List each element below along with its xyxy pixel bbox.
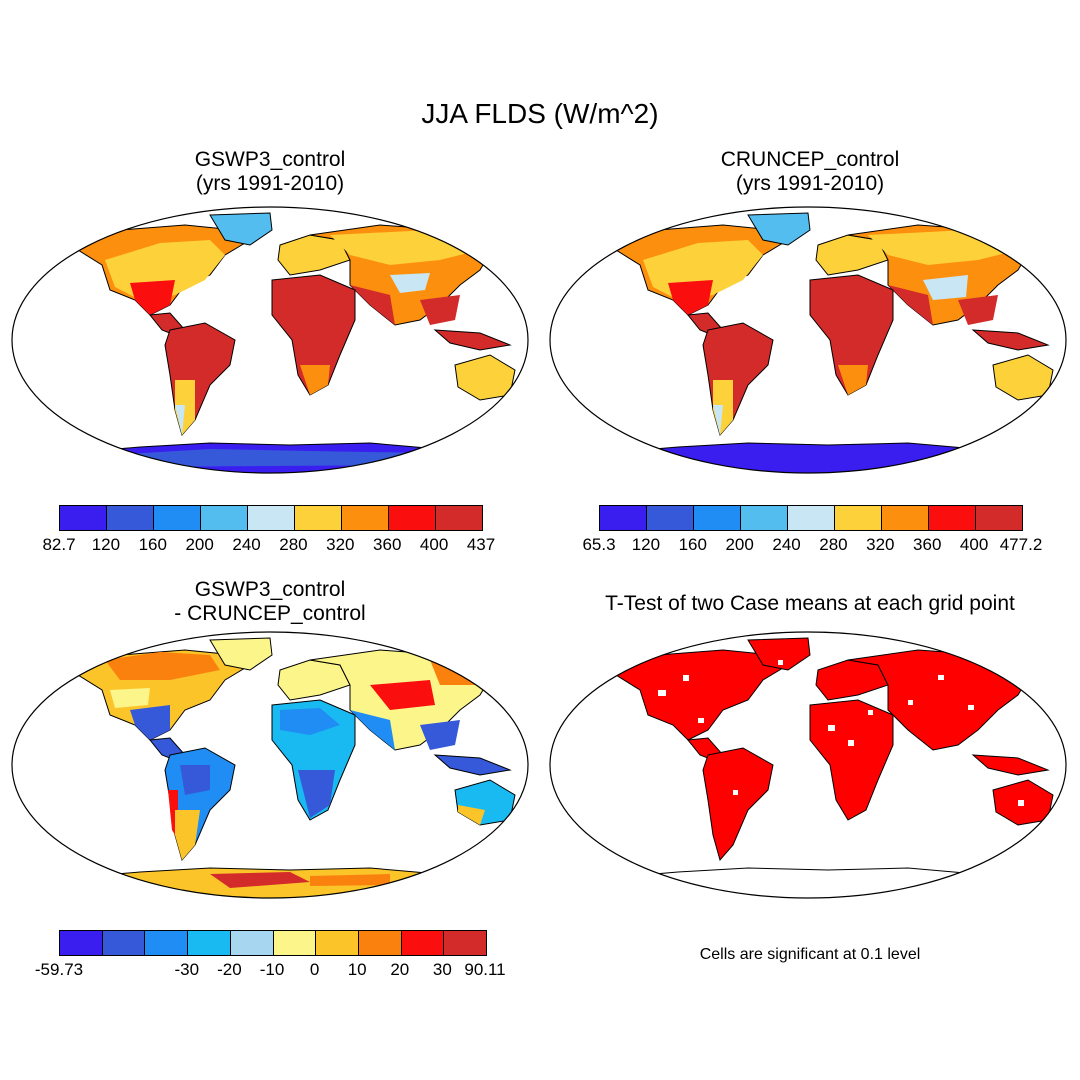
colorbar-swatch [444,931,487,955]
colorbar-tick-label: 160 [678,535,707,554]
colorbar-swatch [273,931,317,955]
figure-title: JJA FLDS (W/m^2) [421,98,659,129]
colorbar-swatch [436,506,482,530]
colorbar-tick-label: 240 [772,535,801,554]
colorbar-tick-label: 200 [185,535,214,554]
colorbar-swatch [694,506,741,530]
colorbar-difference [59,930,487,956]
colorbar-swatch [600,506,647,530]
panel-title-difference-line2: - CRUNCEP_control [174,602,366,625]
colorbar-tick-label: 360 [913,535,942,554]
colorbar-tick-label: -59.73 [34,960,84,979]
colorbar-gswp3 [59,505,483,531]
colorbar-tick-label: 437 [466,535,496,554]
colorbar-tick-label: 400 [419,535,449,554]
colorbar-gswp3-labels: 82.7 120 160 200 240 280 320 360 400 437 [42,535,495,557]
colorbar-swatch [60,931,103,955]
colorbar-cruncep [599,505,1023,531]
map-ttest [549,631,1067,899]
colorbar-swatch [316,931,359,955]
colorbar-swatch [60,506,107,530]
panel-title-cruncep-line1: CRUNCEP_control [720,148,900,171]
significance-note: Cells are significant at 0.1 level [699,946,921,963]
colorbar-swatch [145,931,189,955]
panel-title-ttest: T-Test of two Case means at each grid po… [540,592,1080,616]
colorbar-swatch [295,506,342,530]
colorbar-swatch [788,506,835,530]
colorbar-swatch [741,506,788,530]
panel-title-gswp3: GSWP3_control (yrs 1991-2010) [0,148,540,196]
panel-title-gswp3-line1: GSWP3_control [194,148,346,171]
colorbar-tick-label: 320 [326,535,355,554]
colorbar-swatch [201,506,248,530]
colorbar-swatch [358,931,402,955]
colorbar-tick-label: 160 [138,535,167,554]
colorbar-swatch [401,931,445,955]
colorbar-swatch [647,506,694,530]
colorbar-swatch [102,931,146,955]
colorbar-swatch [154,506,201,530]
colorbar-difference-labels: -59.73 -30 -20 -10 0 10 20 30 90.11 [35,960,506,982]
colorbar-tick-label: 65.3 [582,535,616,554]
colorbar-swatch [342,506,389,530]
colorbar-swatch [929,506,976,530]
colorbar-tick-label: 280 [279,535,308,554]
panel-title-difference-line1: GSWP3_control [194,578,346,601]
colorbar-tick-label: 10 [347,960,367,979]
map-cruncep [549,206,1067,474]
colorbar-tick-label: 477.2 [999,535,1043,554]
colorbar-tick-label: 90.11 [464,960,506,979]
colorbar-swatch [107,506,154,530]
panel-title-cruncep-line2: (yrs 1991-2010) [735,172,885,195]
colorbar-swatch [248,506,295,530]
colorbar-swatch [976,506,1022,530]
colorbar-swatch [188,931,231,955]
colorbar-tick-label: 280 [819,535,848,554]
colorbar-swatch [389,506,436,530]
panel-title-difference: GSWP3_control - CRUNCEP_control [0,578,540,626]
colorbar-tick-label: 240 [232,535,261,554]
colorbar-tick-label: -20 [217,960,242,979]
colorbar-tick-label: 120 [631,535,661,554]
colorbar-tick-label: -10 [259,960,285,979]
colorbar-tick-label: 20 [390,960,410,979]
colorbar-swatch [230,931,274,955]
colorbar-swatch [882,506,929,530]
colorbar-cruncep-labels: 65.3 120 160 200 240 280 320 360 400 477.2 [582,535,1042,557]
map-difference [11,631,529,899]
colorbar-tick-label: 360 [373,535,402,554]
colorbar-tick-label: 120 [91,535,121,554]
panel-title-gswp3-line2: (yrs 1991-2010) [195,172,345,195]
map-gswp3 [11,206,529,474]
colorbar-tick-label: 0 [309,960,320,979]
colorbar-tick-label: 320 [866,535,895,554]
panel-title-ttest-line1: T-Test of two Case means at each grid po… [605,592,1015,615]
colorbar-tick-label: -30 [174,960,200,979]
colorbar-tick-label: 82.7 [42,535,76,554]
colorbar-swatch [835,506,882,530]
colorbar-tick-label: 200 [725,535,754,554]
panel-title-cruncep: CRUNCEP_control (yrs 1991-2010) [540,148,1080,196]
colorbar-tick-label: 400 [959,535,989,554]
colorbar-tick-label: 30 [432,960,452,979]
